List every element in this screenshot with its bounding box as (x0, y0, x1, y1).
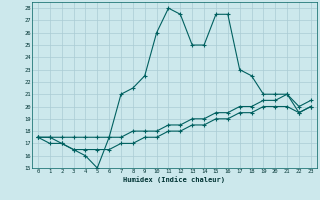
X-axis label: Humidex (Indice chaleur): Humidex (Indice chaleur) (124, 176, 225, 183)
